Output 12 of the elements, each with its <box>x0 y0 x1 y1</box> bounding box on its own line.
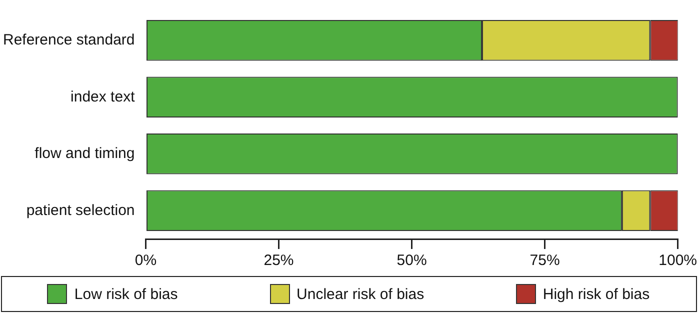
x-tick-label: 0% <box>134 252 157 270</box>
y-tick-label: patient selection <box>26 202 135 219</box>
legend-label: High risk of bias <box>542 286 650 302</box>
legend-label: Low risk of bias <box>74 286 178 302</box>
legend-label: Unclear risk of bias <box>296 286 424 302</box>
y-tick-label: index text <box>70 88 136 106</box>
x-tick-label: 50% <box>396 252 427 270</box>
x-tick-label: 25% <box>264 252 294 270</box>
x-tick-label: 75% <box>530 252 560 270</box>
y-tick-label: Reference standard <box>3 32 135 49</box>
x-tick-label: 100% <box>658 252 698 270</box>
y-tick-label: flow and timing <box>34 145 135 162</box>
